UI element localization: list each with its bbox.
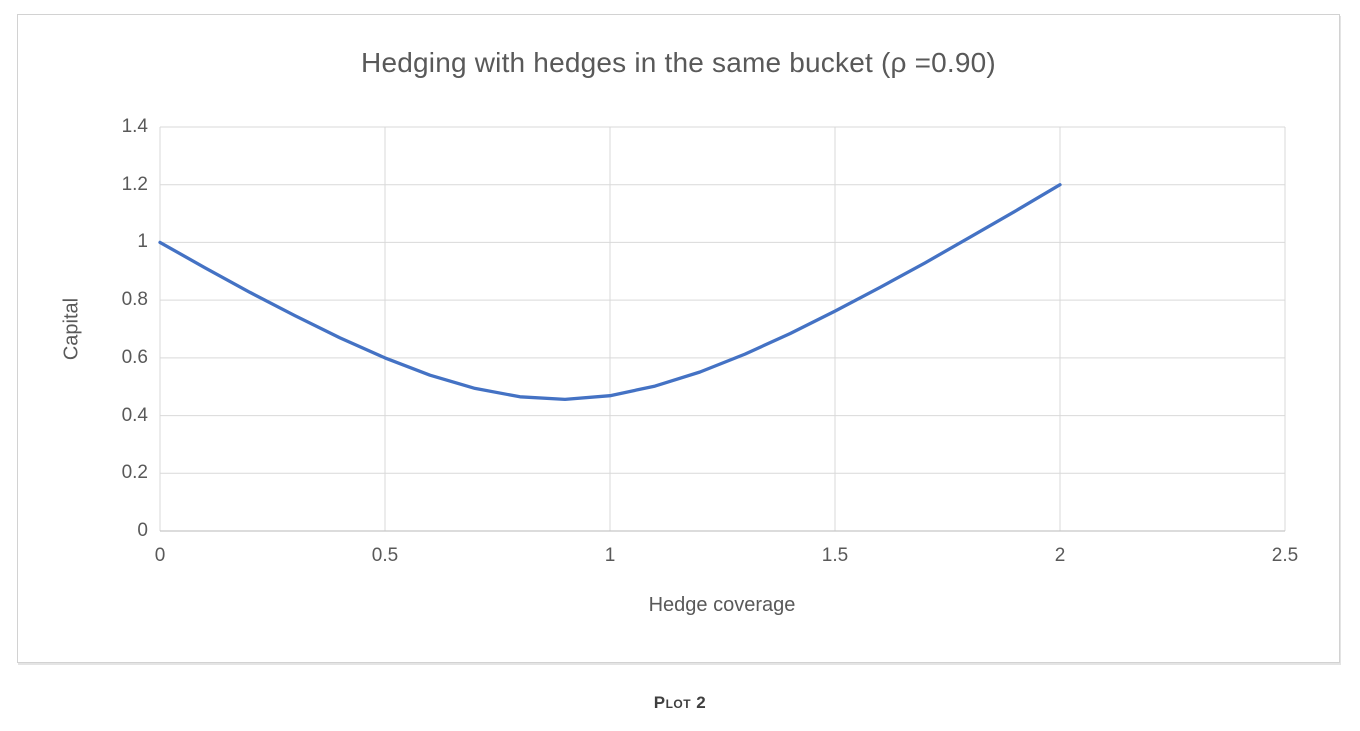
y-tick-label: 1.4 (121, 116, 148, 137)
chart-title: Hedging with hedges in the same bucket (… (361, 47, 996, 78)
y-tick-label: 1 (137, 231, 148, 253)
x-tick-label: 0 (154, 545, 166, 566)
y-tick-label: 0.4 (121, 404, 148, 426)
y-tick-label: 0.2 (121, 462, 148, 484)
x-tick-label: 1.5 (821, 545, 849, 566)
y-tick-label: 0.8 (121, 289, 148, 311)
y-tick-label: 0 (137, 520, 148, 541)
x-tick-label: 1 (604, 545, 616, 566)
y-tick-label: 1.2 (121, 173, 148, 195)
x-tick-label: 2.5 (1271, 545, 1299, 566)
x-axis-title: Hedge coverage (648, 594, 796, 616)
chart-frame (17, 14, 1340, 663)
y-tick-label: 0.6 (121, 346, 148, 368)
x-tick-label: 0.5 (371, 545, 399, 566)
y-axis-title: Capital (60, 297, 83, 361)
x-tick-label: 2 (1054, 545, 1066, 566)
figure-caption: Plot 2 (653, 693, 707, 712)
capital-curve (158, 183, 1062, 402)
